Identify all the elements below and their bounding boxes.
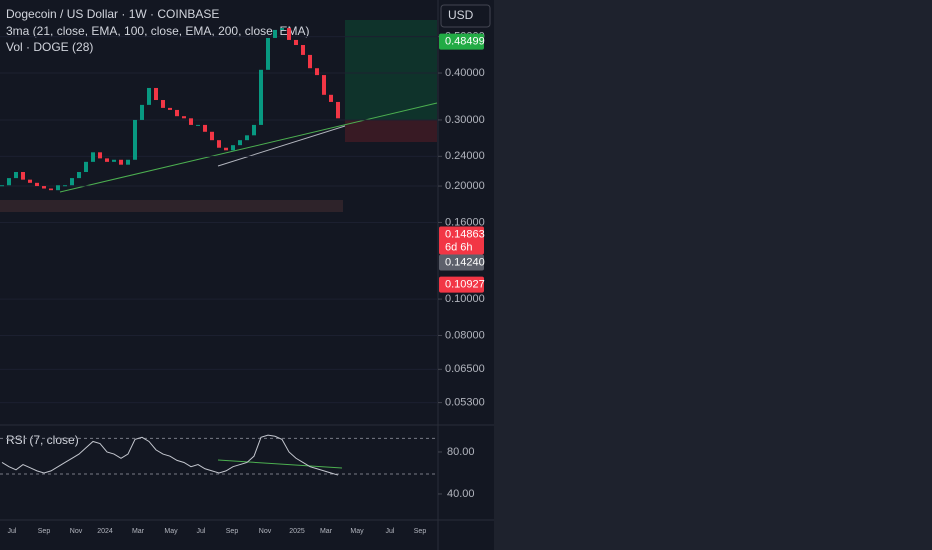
time-label: 2025 (289, 528, 305, 535)
candle (105, 158, 109, 162)
time-label: Sep (38, 528, 51, 535)
candle (224, 147, 228, 151)
candle (133, 119, 137, 160)
time-label: Mar (132, 528, 145, 535)
candle (126, 159, 130, 165)
rsi-line (1, 434, 339, 476)
candle (182, 116, 186, 119)
candle (77, 172, 81, 179)
y-tick-label: 0.05300 (445, 397, 485, 409)
candle (259, 69, 263, 125)
y-tick-label: 0.40000 (445, 67, 485, 79)
candle (63, 185, 67, 187)
candle (28, 179, 32, 183)
candle (98, 152, 102, 159)
candle (217, 140, 221, 148)
price-badge (439, 254, 484, 271)
candle (336, 101, 340, 119)
candle (294, 39, 298, 46)
candle (147, 87, 151, 105)
price-badge (439, 226, 484, 255)
time-label: May (164, 528, 178, 535)
candle (42, 186, 46, 189)
candle (7, 178, 11, 186)
candle (196, 124, 200, 126)
y-tick-label: 0.08000 (445, 329, 485, 341)
time-label: 2024 (97, 528, 113, 535)
candle (35, 182, 39, 187)
candle (91, 152, 95, 162)
candle (119, 159, 123, 165)
volume-legend: Vol · DOGE (28) (6, 40, 93, 54)
candle (231, 145, 235, 151)
price-badge-label: 0.10927 (445, 279, 485, 291)
countdown: 6d 6h (445, 241, 473, 253)
time-label: Jul (386, 528, 395, 535)
candle (287, 28, 291, 40)
price-badge (439, 33, 484, 50)
y-tick-label: 0.06500 (445, 363, 485, 375)
y-tick-label: 0.30000 (445, 114, 485, 126)
rsi-divergence (217, 459, 343, 469)
candle (301, 45, 305, 55)
rsi-tick-label: 40.00 (447, 488, 475, 500)
candle (0, 185, 4, 187)
candle (273, 29, 277, 38)
candle (56, 185, 60, 191)
candle (14, 172, 18, 179)
long-position-profit (345, 20, 437, 120)
y-tick-label: 0.10000 (445, 293, 485, 305)
candle (84, 161, 88, 173)
candle (49, 188, 53, 191)
currency[interactable]: USD (448, 8, 474, 22)
time-label: Jul (197, 528, 206, 535)
time-label: Mar (320, 528, 333, 535)
candle (210, 131, 214, 141)
candle (280, 28, 284, 30)
rsi-title: RSI (7, close) (6, 433, 79, 447)
time-label: Sep (414, 528, 427, 535)
side-panel (494, 0, 932, 550)
candle (189, 118, 193, 125)
indicator-legend: 3ma (21, close, EMA, 100, close, EMA, 20… (6, 24, 309, 38)
candle (238, 140, 242, 146)
time-label: Sep (226, 528, 239, 535)
price-badge-label: 0.14240 (445, 256, 485, 268)
candle (21, 172, 25, 180)
long-position-loss (345, 120, 437, 142)
y-tick-label: 0.20000 (445, 180, 485, 192)
candle (266, 37, 270, 70)
candle (315, 68, 319, 76)
y-tick-label: 0.24000 (445, 150, 485, 162)
rsi-tick-label: 80.00 (447, 446, 475, 458)
candle (168, 107, 172, 110)
time-label: Nov (70, 528, 83, 535)
time-label: Nov (259, 528, 272, 535)
chart-title: Dogecoin / US Dollar · 1W · COINBASE (6, 7, 219, 21)
trendline (59, 102, 438, 193)
candle (112, 159, 116, 162)
candle (154, 87, 158, 101)
candle (140, 104, 144, 120)
price-badge (439, 276, 484, 293)
candle (308, 54, 312, 69)
candle (252, 124, 256, 136)
candle (175, 109, 179, 117)
currency-button[interactable] (440, 4, 491, 28)
candle (329, 94, 333, 102)
volume-area (0, 200, 343, 212)
y-tick-label: 0.16000 (445, 216, 485, 228)
candle (203, 124, 207, 132)
trendline (217, 125, 346, 167)
candle (161, 100, 165, 108)
price-badge-label: 0.14863 (445, 228, 485, 240)
candle (245, 135, 249, 141)
time-label: May (350, 528, 364, 535)
price-badge-label: 0.48499 (445, 36, 485, 48)
candle (70, 178, 74, 186)
candle (322, 75, 326, 95)
time-label: Jul (8, 528, 17, 535)
